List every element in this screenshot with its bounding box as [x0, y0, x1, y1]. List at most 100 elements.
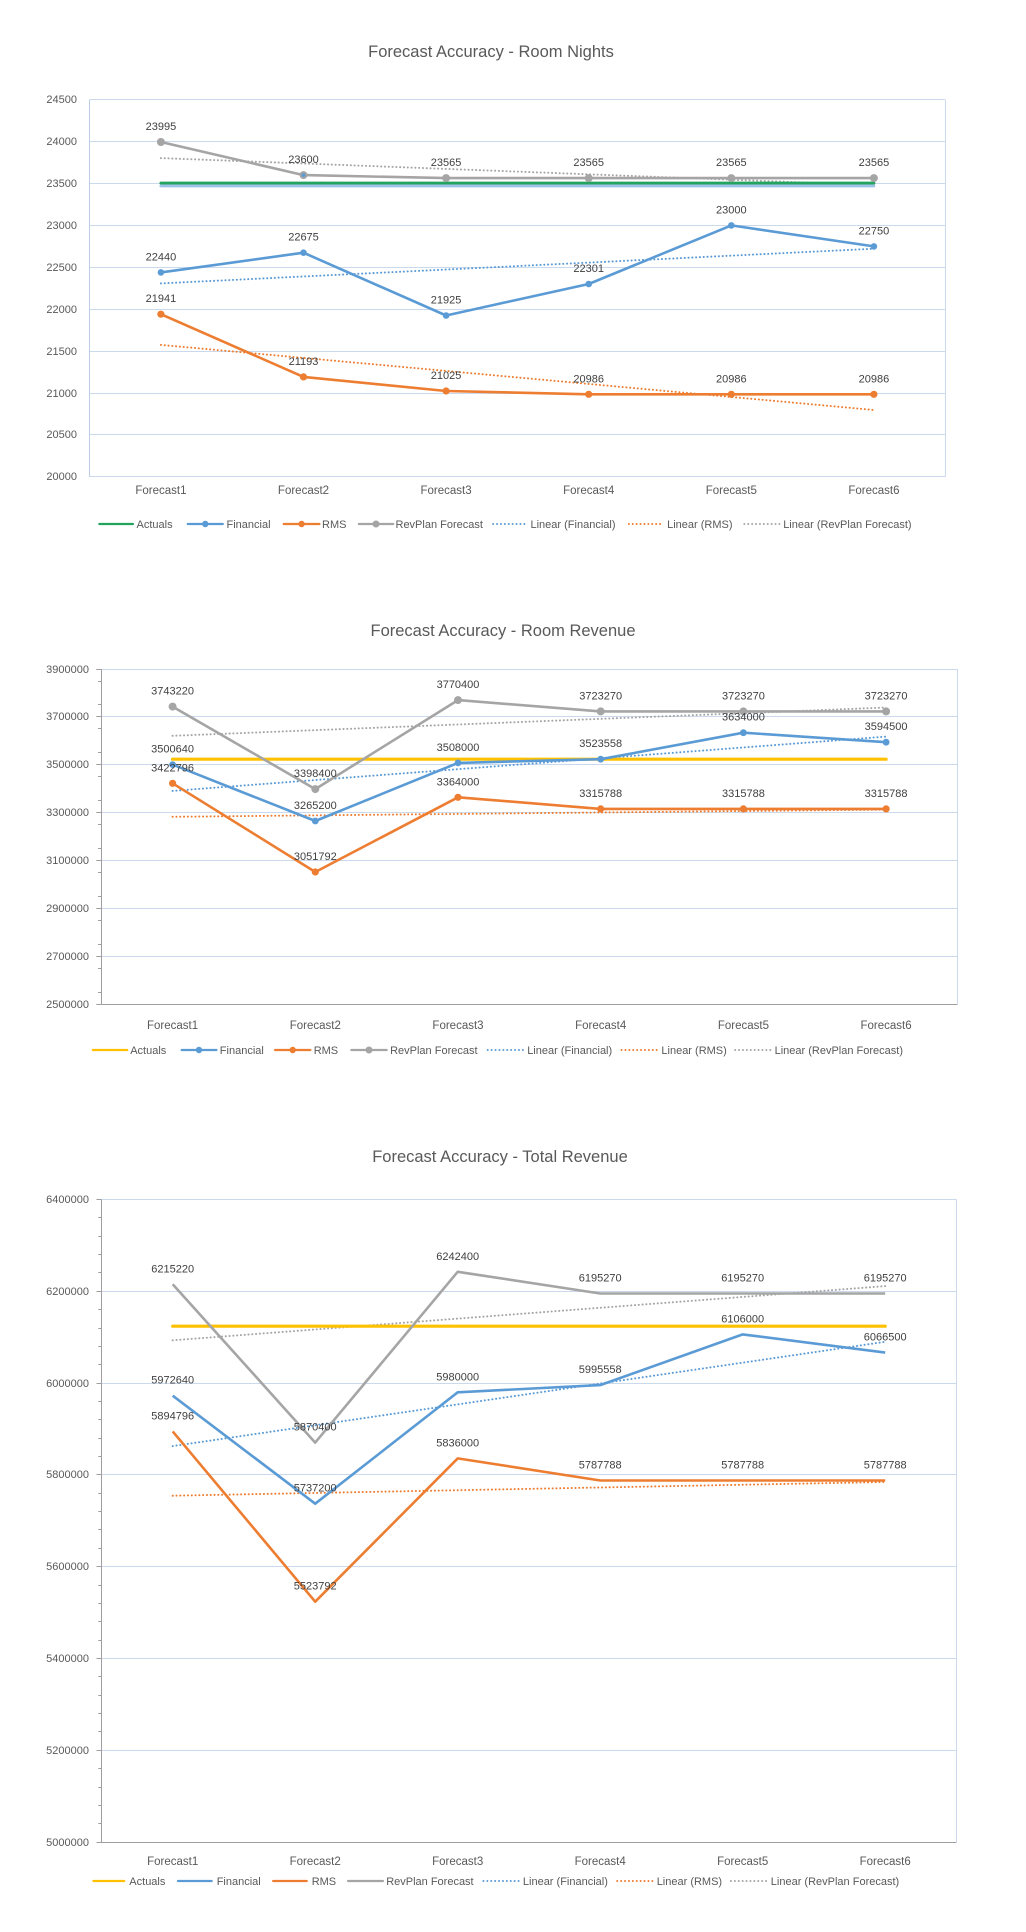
svg-text:Linear (Financial): Linear (Financial)	[531, 519, 616, 531]
svg-text:RevPlan Forecast: RevPlan Forecast	[386, 1876, 473, 1888]
svg-text:2700000: 2700000	[46, 951, 89, 963]
svg-text:3594500: 3594500	[865, 721, 908, 733]
svg-text:Linear (RevPlan Forecast): Linear (RevPlan Forecast)	[771, 1876, 899, 1888]
svg-text:21193: 21193	[289, 356, 319, 368]
svg-text:Forecast Accuracy - Total Reve: Forecast Accuracy - Total Revenue	[372, 1148, 628, 1166]
svg-text:Forecast3: Forecast3	[421, 485, 472, 497]
svg-text:Financial: Financial	[217, 1876, 261, 1888]
svg-text:RMS: RMS	[314, 1045, 338, 1057]
svg-text:20986: 20986	[716, 373, 747, 385]
svg-text:5400000: 5400000	[46, 1653, 89, 1665]
svg-text:Forecast4: Forecast4	[575, 1856, 627, 1868]
svg-text:Forecast5: Forecast5	[706, 485, 757, 497]
svg-text:6106000: 6106000	[721, 1313, 764, 1325]
svg-text:Forecast6: Forecast6	[848, 485, 899, 497]
svg-text:Forecast1: Forecast1	[135, 485, 186, 497]
svg-text:Forecast1: Forecast1	[147, 1020, 198, 1032]
svg-text:5800000: 5800000	[46, 1469, 89, 1481]
svg-text:20000: 20000	[46, 471, 77, 483]
svg-text:23565: 23565	[431, 157, 462, 169]
svg-text:3315788: 3315788	[579, 788, 622, 800]
svg-text:5787788: 5787788	[864, 1460, 907, 1472]
svg-text:23565: 23565	[859, 157, 890, 169]
svg-text:Forecast2: Forecast2	[290, 1856, 341, 1868]
svg-text:RevPlan Forecast: RevPlan Forecast	[390, 1045, 477, 1057]
svg-text:Financial: Financial	[227, 519, 271, 531]
svg-text:3634000: 3634000	[722, 712, 765, 724]
svg-text:21500: 21500	[46, 346, 77, 358]
svg-text:Forecast2: Forecast2	[290, 1020, 341, 1032]
svg-text:3723270: 3723270	[579, 690, 622, 702]
svg-text:Linear (RevPlan Forecast): Linear (RevPlan Forecast)	[775, 1045, 903, 1057]
svg-text:Forecast3: Forecast3	[432, 1020, 483, 1032]
svg-text:Linear (RevPlan Forecast): Linear (RevPlan Forecast)	[783, 519, 911, 531]
svg-text:Forecast6: Forecast6	[861, 1020, 912, 1032]
svg-text:5200000: 5200000	[46, 1745, 89, 1757]
svg-text:20986: 20986	[859, 373, 890, 385]
svg-text:5980000: 5980000	[436, 1371, 479, 1383]
svg-text:RevPlan Forecast: RevPlan Forecast	[396, 519, 483, 531]
svg-text:5972640: 5972640	[151, 1375, 194, 1387]
svg-text:3100000: 3100000	[46, 855, 89, 867]
svg-text:Forecast2: Forecast2	[278, 485, 329, 497]
svg-text:Linear (Financial): Linear (Financial)	[527, 1045, 612, 1057]
svg-text:3770400: 3770400	[437, 679, 480, 691]
svg-text:6000000: 6000000	[46, 1378, 89, 1390]
svg-text:23995: 23995	[146, 121, 177, 133]
svg-text:22750: 22750	[859, 225, 890, 237]
svg-text:23000: 23000	[46, 220, 77, 232]
svg-text:5870400: 5870400	[294, 1422, 337, 1434]
svg-text:24500: 24500	[46, 94, 77, 106]
svg-text:Forecast6: Forecast6	[860, 1856, 911, 1868]
svg-text:Forecast1: Forecast1	[147, 1856, 198, 1868]
svg-text:3315788: 3315788	[865, 788, 908, 800]
svg-text:Forecast4: Forecast4	[575, 1020, 627, 1032]
svg-text:3300000: 3300000	[46, 807, 89, 819]
svg-text:5995558: 5995558	[579, 1364, 622, 1376]
svg-text:23565: 23565	[716, 157, 747, 169]
svg-text:3364000: 3364000	[437, 776, 480, 788]
svg-text:Forecast Accuracy - Room Reven: Forecast Accuracy - Room Revenue	[370, 622, 635, 640]
svg-text:6200000: 6200000	[46, 1286, 89, 1298]
svg-text:2900000: 2900000	[46, 903, 89, 915]
svg-text:21025: 21025	[431, 370, 462, 382]
svg-text:6195270: 6195270	[864, 1273, 907, 1285]
svg-text:6400000: 6400000	[46, 1194, 89, 1206]
svg-text:3523558: 3523558	[579, 738, 622, 750]
svg-text:RMS: RMS	[322, 519, 346, 531]
svg-text:21000: 21000	[46, 388, 77, 400]
svg-text:Actuals: Actuals	[137, 519, 174, 531]
svg-text:22675: 22675	[288, 232, 319, 244]
svg-text:21941: 21941	[146, 293, 177, 305]
svg-text:Linear (RMS): Linear (RMS)	[667, 519, 732, 531]
svg-text:23000: 23000	[716, 204, 747, 216]
svg-text:Forecast4: Forecast4	[563, 485, 615, 497]
svg-text:21925: 21925	[431, 295, 462, 307]
svg-text:5523792: 5523792	[294, 1581, 337, 1593]
svg-text:3265200: 3265200	[294, 800, 337, 812]
svg-text:Linear (RMS): Linear (RMS)	[661, 1045, 726, 1057]
svg-text:Linear (Financial): Linear (Financial)	[523, 1876, 608, 1888]
svg-text:Forecast Accuracy - Room Night: Forecast Accuracy - Room Nights	[368, 43, 614, 61]
svg-text:Forecast3: Forecast3	[432, 1856, 483, 1868]
svg-text:Forecast5: Forecast5	[718, 1020, 769, 1032]
svg-text:RMS: RMS	[312, 1876, 336, 1888]
svg-text:23565: 23565	[573, 157, 604, 169]
svg-text:6195270: 6195270	[579, 1273, 622, 1285]
svg-text:3900000: 3900000	[46, 664, 89, 676]
svg-text:5894796: 5894796	[151, 1410, 194, 1422]
svg-text:5600000: 5600000	[46, 1561, 89, 1573]
svg-text:Actuals: Actuals	[129, 1876, 166, 1888]
svg-text:3422796: 3422796	[151, 762, 194, 774]
svg-text:3051792: 3051792	[294, 851, 337, 863]
svg-text:23600: 23600	[288, 154, 319, 166]
svg-text:5000000: 5000000	[46, 1837, 89, 1849]
svg-text:20986: 20986	[573, 373, 604, 385]
svg-text:5787788: 5787788	[579, 1460, 622, 1472]
svg-text:22301: 22301	[573, 263, 604, 275]
svg-text:3500640: 3500640	[151, 744, 194, 756]
svg-text:20500: 20500	[46, 429, 77, 441]
svg-text:3700000: 3700000	[46, 711, 89, 723]
svg-text:3723270: 3723270	[865, 690, 908, 702]
svg-text:22000: 22000	[46, 304, 77, 316]
